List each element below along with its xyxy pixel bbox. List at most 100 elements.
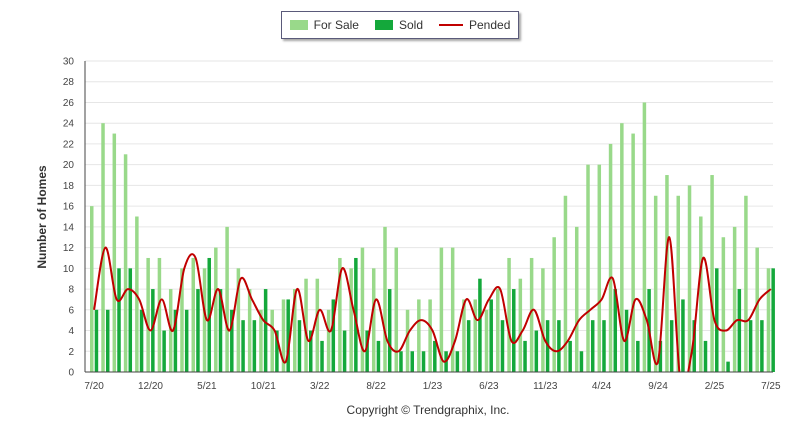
y-tick-label: 0 (68, 368, 74, 379)
x-axis-ticks: 7/20 12/20 5/21 10/21 3/22 8/22 1/23 6/23 11/23 4… (84, 381, 781, 392)
sold-bar (230, 309, 234, 372)
sold-bar (636, 340, 640, 372)
x-tick-label: 9/24 (648, 381, 668, 392)
x-tick-label: 11/23 (533, 381, 558, 392)
x-tick-label: 2/25 (705, 381, 725, 392)
sold-bar (105, 309, 110, 372)
for-sale-bar (338, 257, 342, 372)
sold-bar (579, 351, 584, 372)
sold-bar (94, 309, 99, 372)
sold-bar (557, 320, 561, 372)
sold-bar (286, 299, 290, 372)
x-tick-label: 1/23 (423, 381, 443, 392)
for-sale-bar (687, 185, 692, 372)
for-sale-bar (676, 195, 680, 372)
sold-bar (748, 320, 753, 372)
y-tick-label: 12 (63, 243, 75, 254)
x-tick-label: 7/25 (761, 381, 781, 392)
for-sale-bar (450, 247, 455, 372)
sold-bar (151, 289, 155, 372)
y-tick-label: 8 (68, 285, 74, 296)
y-tick-label: 30 (63, 57, 75, 68)
for-sale-bar (304, 278, 308, 372)
pended-line-layer (93, 236, 772, 372)
sold-bar (534, 330, 539, 372)
axes (84, 61, 773, 373)
sold-bar (568, 340, 572, 372)
sold-bar (771, 268, 775, 372)
sold-bar (433, 340, 437, 372)
for-sale-bar (326, 309, 331, 372)
for-sale-bar (394, 247, 399, 372)
for-sale-bar (417, 299, 421, 372)
sold-bar (376, 340, 381, 372)
y-tick-label: 14 (63, 222, 75, 233)
x-tick-label: 8/22 (366, 381, 386, 392)
sold-bar (613, 289, 618, 372)
sold-bar (173, 309, 178, 372)
for-sale-bar (371, 268, 376, 372)
sold-bar (184, 309, 189, 372)
sold-bar (466, 320, 471, 372)
gridlines (85, 60, 773, 352)
for-sale-bar (631, 133, 635, 372)
x-tick-label: 3/22 (310, 381, 330, 392)
sold-bar (297, 320, 302, 372)
for-sale-bar (732, 226, 737, 372)
sold-bar (162, 330, 166, 372)
for-sale-bar (191, 257, 196, 372)
sold-bar (703, 340, 708, 372)
for-sale-bar (123, 154, 128, 372)
for-sale-bar (428, 299, 432, 372)
for-sale-bar (642, 102, 647, 372)
sold-bar (658, 340, 663, 372)
y-tick-label: 18 (63, 181, 75, 192)
for-sale-bar (281, 299, 286, 372)
legend-item-pended: Pended (439, 18, 510, 32)
sold-bar (421, 351, 426, 372)
y-tick-label: 26 (63, 98, 75, 109)
for-sale-bar (315, 278, 320, 372)
sold-bar (218, 289, 223, 372)
sold-bar (737, 289, 742, 372)
for-sale-bar (620, 123, 624, 372)
sold-bar (117, 268, 121, 372)
for-sale-bar (484, 309, 489, 372)
sold-bar (263, 289, 268, 372)
for-sale-bar (236, 268, 241, 372)
for-sale-bar (653, 195, 658, 372)
sold-bar (590, 320, 595, 372)
sold-bar (207, 257, 211, 372)
x-tick-label: 10/21 (251, 381, 276, 392)
for-sale-bar (518, 278, 523, 372)
sold-bar (399, 351, 403, 372)
sold-bar (523, 340, 527, 372)
y-axis-label: Number of Homes (35, 165, 49, 269)
y-tick-label: 10 (63, 264, 75, 275)
sold-bars (94, 257, 775, 372)
sold-bar (128, 268, 133, 372)
sold-bar (669, 320, 674, 372)
sold-bar (342, 330, 347, 372)
sold-bar (681, 299, 685, 372)
x-tick-label: 6/23 (479, 381, 499, 392)
sold-bar (354, 257, 358, 372)
for-sale-bar (755, 247, 759, 372)
for-sale-bar (259, 309, 263, 372)
pended-line (93, 236, 772, 372)
for-sale-bar (608, 143, 613, 372)
sold-bar (387, 289, 392, 372)
y-tick-label: 6 (68, 305, 74, 316)
y-tick-label: 16 (63, 202, 75, 213)
sold-bar (196, 289, 200, 372)
legend-item-for-sale: For Sale (289, 18, 359, 32)
legend-label-sold: Sold (398, 18, 423, 32)
for-sale-bar (225, 226, 229, 372)
y-tick-label: 20 (63, 160, 75, 171)
sold-bar (320, 340, 324, 372)
for-sale-bar (507, 257, 511, 372)
for-sale-bar (721, 237, 726, 372)
for-sale-bar (405, 309, 410, 372)
for-sale-bar (157, 257, 162, 372)
